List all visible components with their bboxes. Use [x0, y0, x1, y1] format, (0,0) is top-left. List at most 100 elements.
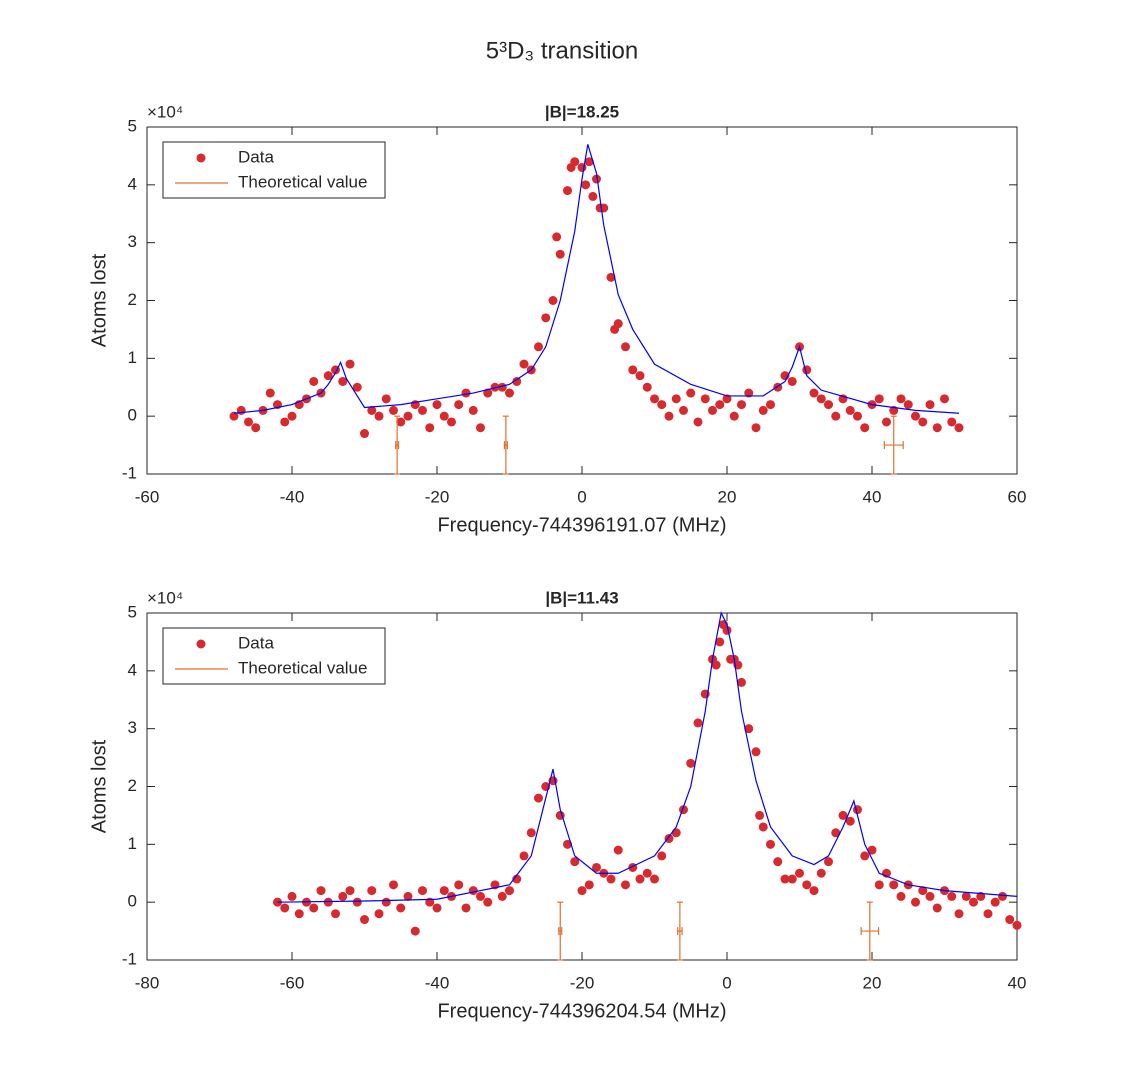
data-point: [874, 880, 884, 890]
y-tick-label: 4: [128, 660, 137, 679]
subplot-title: |B|=18.25: [545, 102, 619, 121]
data-point: [526, 828, 536, 838]
data-point: [642, 382, 652, 392]
data-point: [345, 359, 355, 369]
data-point: [715, 637, 725, 647]
data-point: [403, 891, 413, 901]
data-point: [265, 388, 275, 398]
data-point: [954, 909, 964, 919]
data-point: [737, 400, 746, 410]
data-point: [755, 810, 765, 820]
x-axis-label: Frequency-744396191.07 (MHz): [437, 514, 726, 536]
data-point: [860, 851, 870, 861]
subplot: |B|=11.43 Frequency-744396204.54 (MHz) Ato…: [88, 588, 1026, 1022]
y-tick-label: 0: [128, 406, 137, 425]
data-point: [925, 891, 935, 901]
data-point: [758, 405, 768, 415]
y-multiplier: ×10⁴: [147, 102, 183, 121]
data-point: [845, 816, 855, 826]
data-point: [802, 365, 812, 375]
data-point: [331, 909, 340, 919]
data-point: [552, 232, 562, 242]
y-tick-label: 5: [128, 602, 137, 621]
data-point: [758, 822, 768, 832]
x-tick-label: 0: [722, 973, 731, 992]
data-point: [534, 793, 543, 803]
data-point: [584, 157, 594, 167]
data-point: [555, 249, 565, 259]
x-tick-label: 40: [863, 487, 882, 506]
y-tick-label: 2: [128, 776, 137, 795]
y-tick-label: 3: [128, 718, 137, 737]
data-point: [244, 417, 253, 427]
data-point: [497, 891, 507, 901]
y-axis-label: Atoms lost: [88, 253, 110, 347]
data-point: [787, 874, 797, 884]
data-point: [367, 886, 377, 896]
data-point: [606, 272, 616, 282]
data-point: [693, 417, 703, 427]
data-point: [563, 186, 572, 196]
data-point: [316, 886, 326, 896]
data-point: [519, 851, 529, 861]
data-point: [954, 423, 964, 433]
y-tick-label: 5: [128, 116, 137, 135]
data-point: [294, 909, 304, 919]
data-point: [911, 411, 920, 421]
data-point: [352, 382, 362, 392]
data-point: [860, 423, 870, 433]
data-point: [432, 903, 442, 913]
y-tick-label: 1: [128, 834, 137, 853]
data-point: [947, 891, 957, 901]
subplot-title: |B|=11.43: [545, 588, 618, 607]
subplot: |B|=18.25 Frequency-744396191.07 (MHz) Ato…: [88, 102, 1026, 536]
data-point: [396, 417, 406, 427]
data-point: [642, 868, 652, 878]
data-point: [461, 903, 471, 913]
data-point: [802, 880, 812, 890]
data-point: [454, 400, 464, 410]
data-point: [389, 405, 398, 415]
fit-line: [233, 144, 960, 414]
x-tick-label: -80: [135, 973, 160, 992]
data-point: [664, 411, 674, 421]
data-point: [425, 423, 435, 433]
data-point: [766, 400, 775, 410]
data-point: [787, 376, 797, 386]
data-point: [534, 342, 543, 352]
figure-title: 5³D₃ transition: [486, 37, 639, 64]
data-point: [708, 405, 717, 415]
data-point: [635, 371, 645, 381]
data-point: [447, 417, 456, 427]
y-tick-label: 0: [128, 892, 137, 911]
data-point: [722, 394, 732, 404]
data-point: [236, 405, 246, 415]
legend-box: [162, 141, 386, 199]
data-point: [621, 880, 630, 890]
data-point: [280, 417, 290, 427]
data-point: [360, 429, 369, 439]
data-point: [911, 897, 920, 907]
data-point: [483, 388, 493, 398]
error-bar: [676, 901, 683, 961]
data-point: [998, 891, 1007, 901]
data-point: [613, 845, 623, 855]
data-point: [1012, 920, 1022, 930]
data-point: [287, 891, 297, 901]
data-point: [737, 677, 746, 687]
data-point: [367, 405, 377, 415]
y-tick-label: 2: [128, 290, 137, 309]
data-point: [352, 897, 362, 907]
data-point: [381, 394, 391, 404]
data-point: [889, 880, 899, 890]
data-point: [809, 886, 819, 896]
data-point: [940, 394, 949, 404]
data-point: [896, 891, 906, 901]
data-point: [947, 417, 957, 427]
y-tick-label: 1: [128, 348, 137, 367]
data-point: [845, 405, 855, 415]
data-point: [983, 909, 993, 919]
data-point: [548, 296, 558, 305]
data-point: [650, 394, 659, 404]
